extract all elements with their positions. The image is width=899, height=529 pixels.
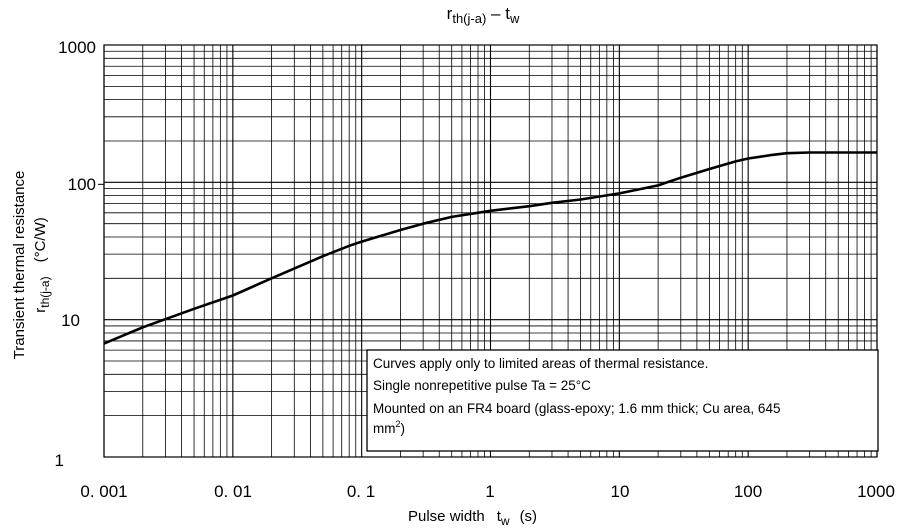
y-tick-label: 10 (61, 311, 80, 330)
x-tick-label: 0. 001 (80, 482, 127, 501)
x-tick-label: 100 (734, 482, 762, 501)
x-tick-label: 0. 1 (347, 482, 375, 501)
x-axis-label-unit: (s) (520, 508, 538, 525)
x-tick-label: 0. 01 (214, 482, 252, 501)
x-tick-label: 1000 (857, 482, 895, 501)
x-tick-label: 10 (611, 482, 630, 501)
title-dash: – (486, 4, 505, 23)
x-axis-label-text: Pulse width (408, 508, 485, 525)
y-axis-label-line2: rth(j-a) (°C/W) (32, 217, 52, 313)
plot-frame (103, 44, 878, 458)
annotation-line-4-tail: ) (401, 421, 406, 436)
x-axis-label: Pulse width tw (s) (408, 508, 537, 528)
annotation-line-2: Single nonrepetitive pulse Ta = 25°C (373, 378, 591, 393)
x-tick-label: 1 (485, 482, 494, 501)
title-main-sub: th(j-a) (452, 11, 486, 26)
annotation-frame (366, 349, 879, 452)
x-axis-label-symbol: t (497, 508, 502, 525)
series-line-0 (103, 151, 877, 345)
y-tick-label: 100 (68, 175, 96, 194)
y-axis-label-line1: Transient thermal resistance (11, 171, 28, 360)
title-var-sub: w (509, 11, 520, 26)
y-axis-label-unit: (°C/W) (32, 217, 49, 262)
x-tick-labels: 0. 001 0. 01 0. 1 1 10 100 1000 (80, 482, 895, 501)
annotation-line-4-sup: 2 (396, 419, 401, 429)
y-tick-labels: 1 10 100 1000 (55, 38, 96, 470)
y-axis-label-symbol: r (32, 308, 49, 313)
annotation-line-4-text: mm (373, 421, 396, 436)
curve-layer (103, 151, 877, 345)
annotation-box: Curves apply only to limited areas of th… (366, 349, 879, 452)
chart-title: rth(j-a) – tw (447, 4, 520, 26)
annotation-line-1: Curves apply only to limited areas of th… (373, 356, 708, 371)
y-tick-label: 1 (55, 451, 64, 470)
annotation-line-3: Mounted on an FR4 board (glass-epoxy; 1.… (373, 401, 780, 416)
annotation-line-4: mm2) (373, 419, 405, 436)
y-axis-label-sub: th(j-a) (38, 276, 52, 307)
y-tick-label: 1000 (58, 38, 96, 57)
title-main: r (447, 4, 453, 23)
title-var: t (505, 4, 510, 23)
x-axis-label-sub: w (500, 514, 510, 528)
